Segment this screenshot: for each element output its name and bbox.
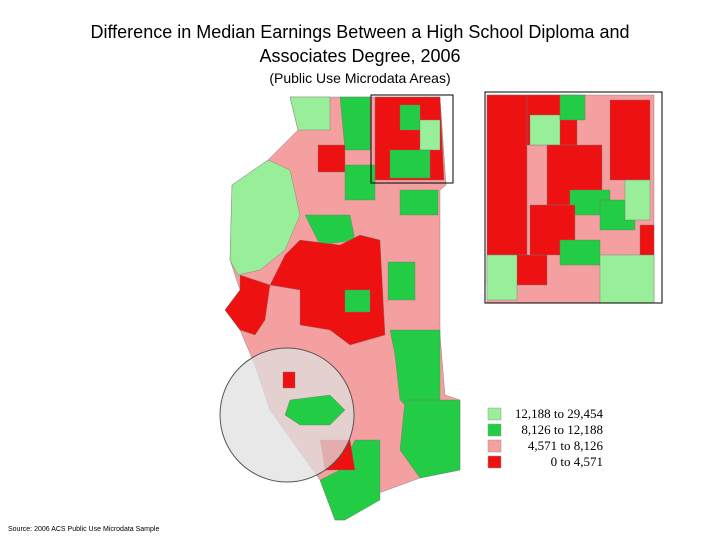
title-line: Associates Degree, 2006 <box>259 46 460 66</box>
legend-swatch <box>487 423 502 437</box>
legend-label: 4,571 to 8,126 <box>528 438 604 453</box>
circle-regions <box>282 371 346 426</box>
inset-frame <box>484 91 663 304</box>
legend-swatch <box>487 407 502 421</box>
legend-label: 12,188 to 29,454 <box>515 406 604 421</box>
title-line: Difference in Median Earnings Between a … <box>91 22 630 42</box>
legend-swatch <box>487 439 502 453</box>
source: Source: 2006 ACS Public Use Microdata Sa… <box>8 526 159 533</box>
legend-label: 0 to 4,571 <box>551 454 603 469</box>
subtitle: (Public Use Microdata Areas) <box>269 70 450 86</box>
inset-locator <box>370 94 454 184</box>
legend-swatch <box>487 455 502 469</box>
inset-map <box>486 94 655 304</box>
legend-label: 8,126 to 12,188 <box>521 422 603 437</box>
